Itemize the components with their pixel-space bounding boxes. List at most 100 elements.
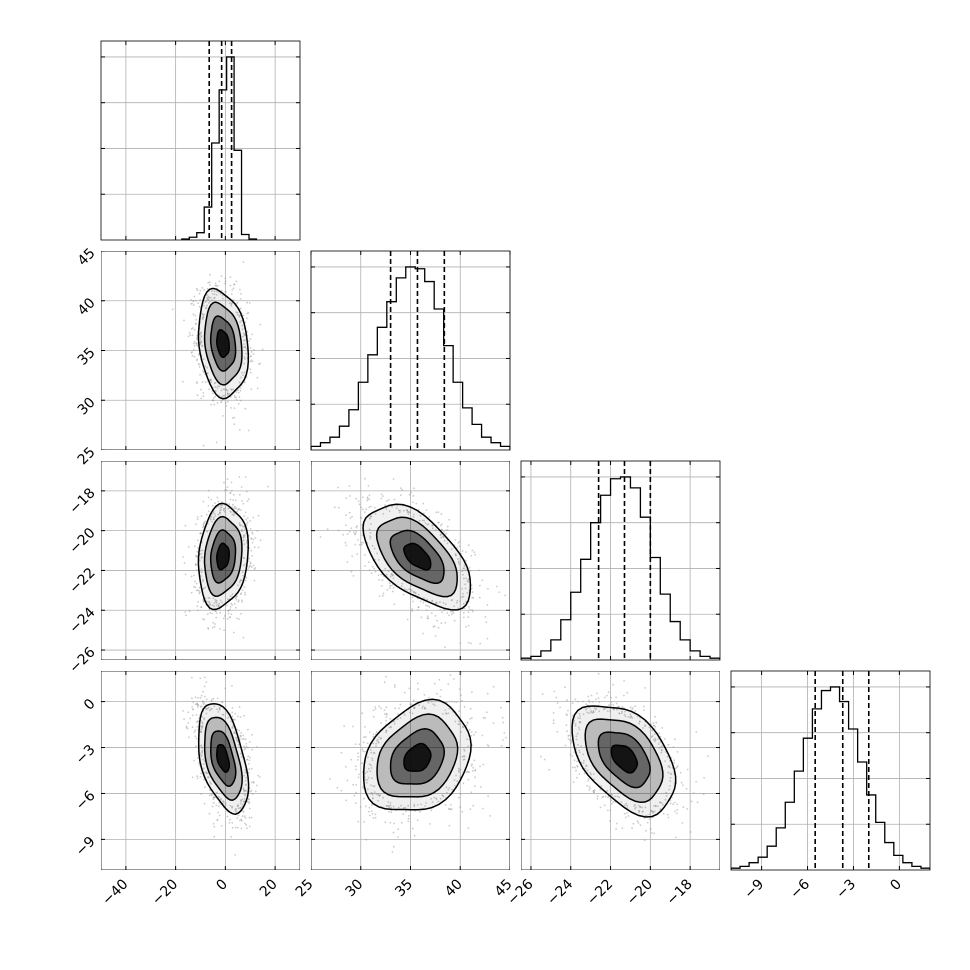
scatter-point: [446, 525, 449, 528]
scatter-point: [603, 708, 605, 711]
scatter-point: [258, 776, 261, 778]
scatter-point: [223, 510, 226, 513]
scatter-point: [242, 811, 245, 813]
scatter-point: [183, 562, 186, 564]
scatter-point: [385, 719, 387, 722]
scatter-point: [393, 603, 396, 606]
scatter-point: [187, 335, 190, 338]
contour-line-2: [210, 730, 237, 787]
scatter-point: [202, 370, 204, 372]
scatter-point: [249, 347, 252, 349]
scatter-point: [219, 599, 222, 602]
scatter-point: [575, 769, 577, 772]
scatter-point: [446, 542, 449, 545]
scatter-point: [629, 706, 632, 709]
scatter-point: [193, 574, 195, 577]
scatter-point: [575, 738, 578, 741]
scatter-point: [229, 804, 232, 807]
scatter-point: [196, 338, 198, 341]
scatter-point: [578, 728, 581, 731]
scatter-point: [221, 297, 224, 300]
scatter-point: [579, 717, 581, 720]
scatter-point: [233, 603, 236, 605]
scatter-point: [197, 546, 200, 549]
scatter-point: [195, 318, 198, 321]
scatter-point: [437, 521, 440, 524]
scatter-point: [239, 579, 242, 581]
scatter-point: [469, 570, 472, 572]
scatter-point: [659, 741, 662, 743]
scatter-point: [191, 706, 194, 708]
scatter-point: [604, 795, 607, 798]
scatter-point: [245, 743, 248, 745]
scatter-point: [249, 528, 252, 530]
scatter-point: [209, 296, 212, 299]
scatter-point: [242, 374, 245, 377]
scatter-point: [588, 712, 590, 715]
scatter-point: [573, 759, 576, 762]
scatter-point: [552, 722, 555, 725]
scatter-point: [244, 738, 247, 741]
scatter-point: [463, 749, 466, 752]
scatter-point: [245, 518, 248, 521]
scatter-point: [345, 544, 348, 547]
scatter-point: [388, 582, 391, 585]
scatter-point: [226, 389, 229, 392]
scatter-point: [215, 599, 218, 602]
scatter-point: [191, 697, 193, 700]
scatter-point: [653, 805, 655, 807]
scatter-point: [203, 772, 206, 774]
scatter-point: [475, 731, 477, 734]
scatter-point: [224, 282, 226, 285]
scatter-point: [226, 815, 229, 818]
scatter-point: [257, 546, 260, 549]
scatter-point: [253, 579, 256, 582]
scatter-point: [462, 577, 465, 580]
x-tick-label: −18: [664, 876, 696, 908]
contour-line-1: [203, 716, 243, 801]
scatter-point: [428, 696, 430, 699]
scatter-point: [233, 407, 236, 409]
scatter-point: [229, 606, 232, 608]
scatter-point: [446, 701, 448, 704]
scatter-point: [243, 515, 246, 518]
scatter-point: [398, 707, 400, 710]
scatter-point: [247, 568, 249, 571]
scatter-point: [478, 569, 480, 572]
scatter-point: [419, 810, 421, 813]
scatter-point: [202, 304, 205, 307]
scatter-point: [250, 781, 253, 784]
scatter-point: [225, 388, 228, 391]
scatter-point: [348, 530, 351, 533]
scatter-point: [218, 708, 221, 711]
scatter-point: [191, 327, 194, 329]
scatter-point: [228, 393, 231, 395]
scatter-point: [239, 389, 242, 392]
scatter-point: [444, 603, 447, 606]
scatter-point: [410, 491, 412, 494]
scatter-point: [387, 499, 390, 501]
scatter-point: [200, 793, 203, 795]
y-tick-label: 40: [75, 295, 99, 319]
scatter-point: [566, 730, 568, 733]
scatter-point: [382, 592, 385, 595]
scatter-point: [187, 711, 190, 714]
scatter-point: [417, 593, 420, 596]
scatter-point: [201, 724, 204, 727]
scatter-point: [689, 831, 692, 833]
scatter-point: [631, 717, 634, 719]
scatter-point: [219, 292, 222, 295]
scatter-point: [336, 786, 339, 789]
scatter-point: [261, 348, 264, 351]
scatter-point: [578, 749, 580, 752]
scatter-point: [234, 826, 237, 829]
scatter-point: [464, 583, 466, 586]
scatter-point: [361, 762, 363, 765]
scatter-point: [601, 796, 604, 799]
scatter-point: [454, 539, 457, 541]
scatter-point: [207, 706, 210, 709]
scatter-point: [617, 705, 619, 708]
scatter-point: [372, 733, 375, 736]
scatter-point: [586, 707, 588, 710]
scatter-point: [250, 359, 253, 362]
